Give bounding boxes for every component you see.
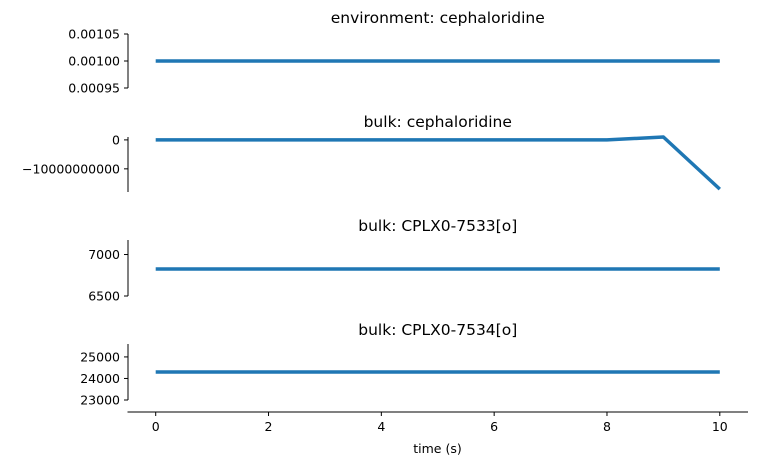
subplot-4: bulk: CPLX0-7534[o] 23000 24000 25000 (80, 321, 720, 408)
subplot-title: environment: cephaloridine (331, 9, 545, 27)
x-tick-label: 4 (377, 419, 385, 434)
subplot-1: environment: cephaloridine 0.00095 0.00100… (68, 9, 720, 96)
y-tick-label: 0.00095 (68, 81, 120, 96)
subplot-title: bulk: CPLX0-7533[o] (358, 217, 517, 235)
x-axis-label: time (s) (413, 441, 461, 456)
subplot-3: bulk: CPLX0-7533[o] 6500 7000 (88, 217, 720, 304)
subplot-title: bulk: cephaloridine (364, 113, 512, 131)
x-tick-label: 6 (490, 419, 498, 434)
y-tick-label: 6500 (88, 289, 120, 304)
x-axis: 0 2 4 6 8 10 (127, 411, 748, 434)
x-tick-label: 10 (712, 419, 728, 434)
y-tick-label: 25000 (80, 349, 120, 364)
y-tick-label: 0.00105 (68, 27, 120, 42)
y-tick-label: 0.00100 (68, 54, 120, 69)
x-tick-label: 2 (265, 419, 273, 434)
subplot-2: bulk: cephaloridine 0 −10000000000 (22, 113, 721, 192)
subplot-title: bulk: CPLX0-7534[o] (358, 321, 517, 339)
y-tick-label: 24000 (80, 371, 120, 386)
x-tick-label: 8 (603, 419, 611, 434)
x-tick-label: 0 (152, 419, 160, 434)
y-tick-label: 0 (112, 132, 120, 147)
y-tick-label: −10000000000 (22, 161, 120, 176)
y-tick-label: 7000 (88, 247, 120, 262)
subplots-group: environment: cephaloridine 0.00095 0.00100… (22, 9, 721, 408)
y-tick-label: 23000 (80, 393, 120, 408)
series-line (155, 135, 721, 191)
